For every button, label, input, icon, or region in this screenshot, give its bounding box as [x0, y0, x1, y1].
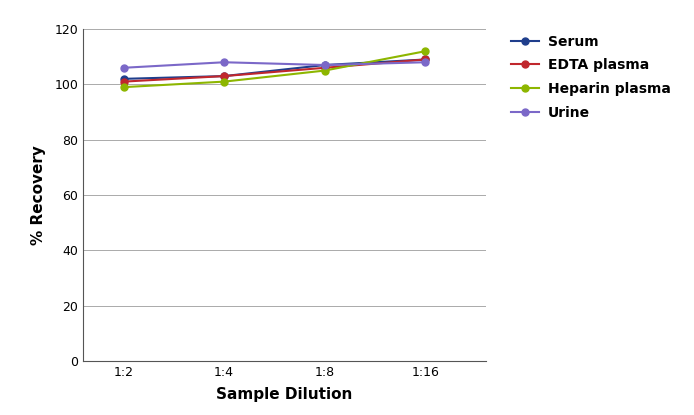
X-axis label: Sample Dilution: Sample Dilution: [217, 387, 353, 402]
Serum: [119, 76, 128, 81]
EDTA plasma: [119, 79, 128, 84]
Line: Serum: Serum: [120, 56, 429, 82]
Legend: Serum, EDTA plasma, Heparin plasma, Urine: Serum, EDTA plasma, Heparin plasma, Urin…: [506, 29, 676, 125]
Heparin plasma: [421, 49, 430, 54]
Heparin plasma: [321, 68, 329, 73]
Urine: [220, 60, 228, 65]
EDTA plasma: [321, 65, 329, 70]
Serum: [220, 73, 228, 78]
Serum: [421, 57, 430, 62]
Serum: [321, 63, 329, 68]
EDTA plasma: [220, 73, 228, 78]
Line: Urine: Urine: [120, 59, 429, 71]
Y-axis label: % Recovery: % Recovery: [31, 145, 46, 245]
Line: Heparin plasma: Heparin plasma: [120, 48, 429, 90]
Line: EDTA plasma: EDTA plasma: [120, 56, 429, 85]
Heparin plasma: [220, 79, 228, 84]
Urine: [119, 65, 128, 70]
EDTA plasma: [421, 57, 430, 62]
Heparin plasma: [119, 85, 128, 90]
Urine: [421, 60, 430, 65]
Urine: [321, 63, 329, 68]
